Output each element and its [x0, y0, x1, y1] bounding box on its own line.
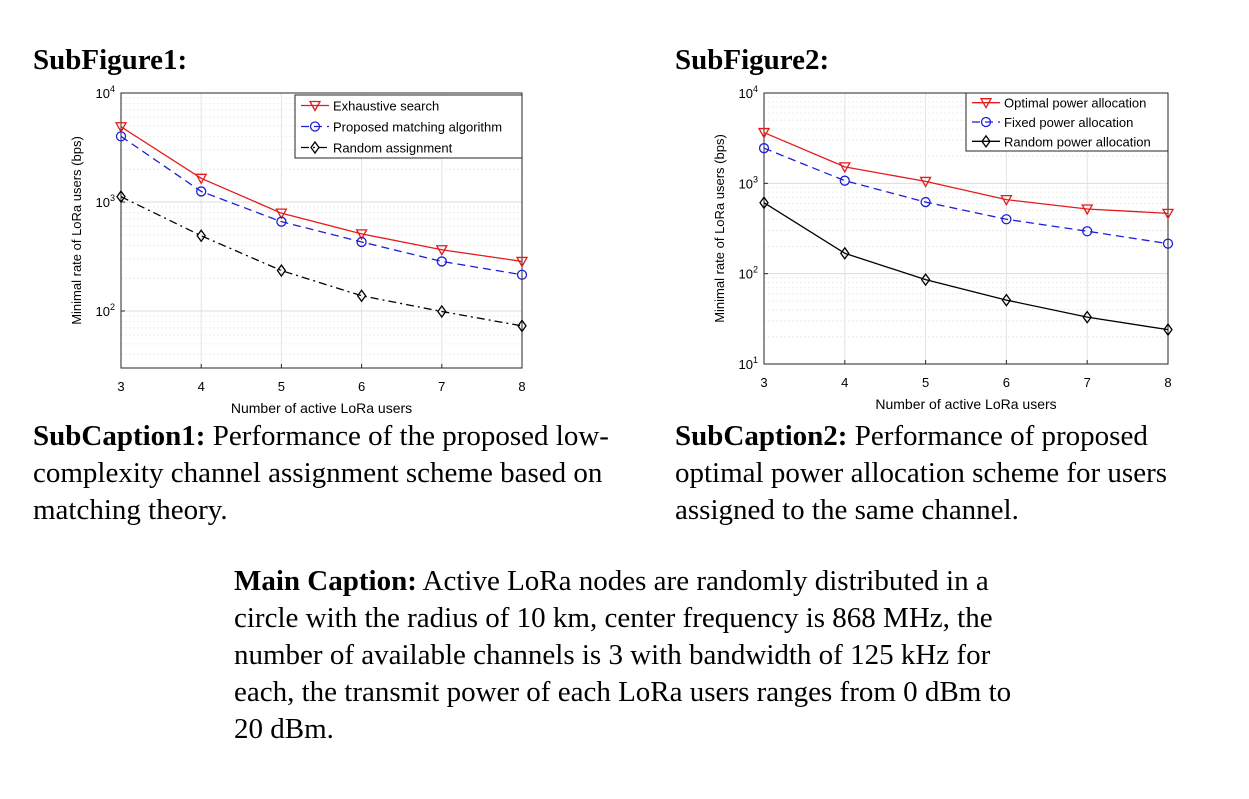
- series-line-1: [120, 126, 523, 263]
- legend-label: Random power allocation: [1004, 134, 1151, 149]
- subcaption2: SubCaption2: Performance of proposed opt…: [675, 418, 1235, 529]
- series-line-2: [120, 135, 523, 276]
- subfigure2-label: SubFigure2:: [675, 44, 830, 76]
- legend-marker: [309, 121, 321, 132]
- data-point: [759, 196, 769, 210]
- y-tick-label: 103: [739, 174, 758, 191]
- data-point: [839, 246, 850, 260]
- data-point: [1161, 208, 1175, 220]
- data-point: [355, 229, 368, 241]
- subcaption2-head: SubCaption2:: [675, 420, 848, 452]
- y-tick-label: 103: [96, 193, 115, 210]
- data-point: [517, 319, 527, 333]
- legend-marker: [980, 116, 992, 128]
- main-caption-text: Active LoRa nodes are randomly distribut…: [234, 565, 1012, 745]
- x-tick-label: 7: [438, 379, 445, 394]
- data-point: [196, 229, 207, 243]
- legend-label: Random assignment: [333, 141, 453, 156]
- y-axis-label: Minimal rate of LoRa users (bps): [69, 136, 84, 325]
- y-tick-label: 104: [96, 84, 115, 101]
- x-tick-label: 6: [1003, 375, 1010, 390]
- data-point: [839, 175, 850, 186]
- x-axis-label: Number of active LoRa users: [231, 400, 412, 416]
- x-tick-label: 3: [760, 375, 767, 390]
- data-point: [276, 263, 287, 278]
- subcaption2-text: Performance of proposed optimal power al…: [675, 420, 1168, 526]
- legend-marker: [981, 134, 991, 148]
- subcaption1-head: SubCaption1:: [33, 420, 206, 452]
- data-point: [919, 176, 932, 188]
- data-point: [114, 122, 128, 134]
- legend-marker: [310, 140, 320, 155]
- x-tick-label: 4: [841, 375, 848, 390]
- subcaption1: SubCaption1: Performance of the proposed…: [33, 418, 633, 529]
- data-point: [1082, 310, 1093, 324]
- data-point: [515, 256, 529, 268]
- data-point: [1162, 238, 1174, 249]
- data-point: [195, 173, 208, 185]
- data-point: [356, 289, 367, 303]
- main-caption: Main Caption: Active LoRa nodes are rand…: [234, 563, 1034, 748]
- data-point: [838, 162, 851, 174]
- data-point: [920, 196, 931, 208]
- x-tick-label: 6: [358, 379, 365, 394]
- series-line-3: [763, 202, 1169, 331]
- series-line-2: [763, 147, 1169, 245]
- data-point: [920, 272, 931, 287]
- data-point: [758, 143, 770, 154]
- legend-label: Optimal power allocation: [1004, 96, 1146, 111]
- chart-subfigure1: 3 4 5 6 7 8 102 103 104 Number of active LoRa use…: [69, 84, 529, 416]
- chart-subfigure2: 3 4 5 6 7 8 101 102 103 104 Number of active LoRa …: [712, 84, 1175, 412]
- legend-label: Exhaustive search: [333, 99, 439, 114]
- legend-marker: [979, 98, 993, 110]
- data-point: [115, 131, 127, 142]
- subfigure1-label: SubFigure1:: [33, 44, 188, 76]
- y-tick-label: 102: [96, 302, 115, 319]
- x-tick-label: 8: [1164, 375, 1171, 390]
- data-point: [436, 256, 447, 267]
- data-point: [435, 245, 448, 257]
- y-tick-label: 101: [739, 355, 758, 372]
- data-point: [516, 269, 528, 280]
- legend-label: Fixed power allocation: [1004, 115, 1133, 130]
- data-point: [1001, 293, 1012, 307]
- legend-box: [294, 94, 523, 159]
- x-tick-label: 5: [278, 379, 285, 394]
- data-point: [1082, 226, 1093, 237]
- x-tick-label: 7: [1084, 375, 1091, 390]
- data-point: [1163, 323, 1173, 337]
- y-tick-label: 102: [739, 265, 758, 282]
- data-point: [757, 127, 771, 139]
- series-line-1: [763, 131, 1169, 215]
- main-caption-head: Main Caption:: [234, 565, 417, 597]
- plot-frame: [120, 92, 523, 369]
- data-point: [1081, 204, 1094, 216]
- x-tick-label: 4: [198, 379, 205, 394]
- data-point: [276, 216, 287, 227]
- data-point: [436, 304, 447, 319]
- data-point: [1000, 194, 1013, 206]
- x-tick-label: 3: [117, 379, 124, 394]
- legend-marker: [308, 100, 322, 112]
- x-axis-label: Number of active LoRa users: [875, 396, 1056, 412]
- data-point: [116, 190, 126, 204]
- legend-label: Proposed matching algorithm: [333, 120, 502, 135]
- series-line-3: [120, 196, 523, 327]
- subcaption1-text: Performance of the proposed low-complexi…: [33, 420, 609, 526]
- data-point: [356, 236, 367, 248]
- data-point: [275, 208, 288, 220]
- data-point: [1001, 214, 1012, 225]
- y-axis-label: Minimal rate of LoRa users (bps): [712, 134, 727, 323]
- data-point: [196, 186, 207, 197]
- x-tick-label: 5: [922, 375, 929, 390]
- y-tick-label: 104: [739, 84, 758, 101]
- x-tick-label: 8: [518, 379, 525, 394]
